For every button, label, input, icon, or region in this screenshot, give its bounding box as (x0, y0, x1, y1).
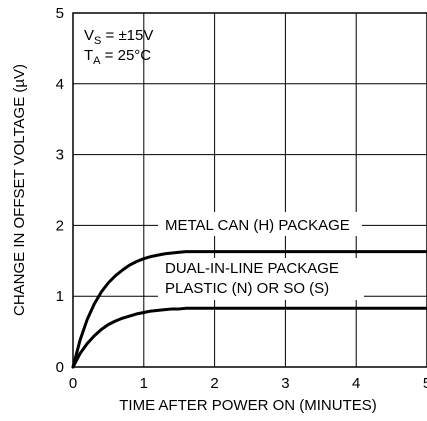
y-tick-label: 2 (56, 217, 64, 234)
series-label-dip-line2: PLASTIC (N) OR SO (S) (165, 280, 329, 297)
series-label-dip-line1: DUAL-IN-LINE PACKAGE (165, 260, 339, 277)
series-label-mask-metal (158, 212, 362, 236)
x-tick-label: 5 (423, 375, 427, 392)
y-tick-label: 5 (56, 5, 64, 22)
series-line-1 (71, 306, 427, 369)
x-tick-label: 0 (69, 375, 77, 392)
series-line-0 (71, 250, 427, 369)
y-tick-label: 4 (56, 76, 64, 93)
series-label-mask-dip (158, 258, 364, 300)
condition-line: TA = 25°C (84, 47, 151, 67)
y-tick-label: 3 (56, 147, 64, 164)
condition-line: VS = ±15V (84, 27, 153, 47)
data-curves (71, 250, 427, 369)
x-tick-label: 1 (140, 375, 148, 392)
x-tick-label: 2 (210, 375, 218, 392)
x-axis-label: TIME AFTER POWER ON (MINUTES) (119, 397, 377, 414)
y-tick-label: 1 (56, 288, 64, 305)
x-tick-label: 4 (352, 375, 360, 392)
y-tick-label: 0 (56, 359, 64, 376)
x-tick-label: 3 (281, 375, 289, 392)
series-label-metal-can: METAL CAN (H) PACKAGE (165, 217, 350, 234)
plot-frame (72, 12, 427, 368)
y-axis-label: CHANGE IN OFFSET VOLTAGE (µV) (11, 64, 28, 316)
tick-labels: 0 1 2 3 4 5 0 1 2 3 4 5 (56, 5, 427, 392)
